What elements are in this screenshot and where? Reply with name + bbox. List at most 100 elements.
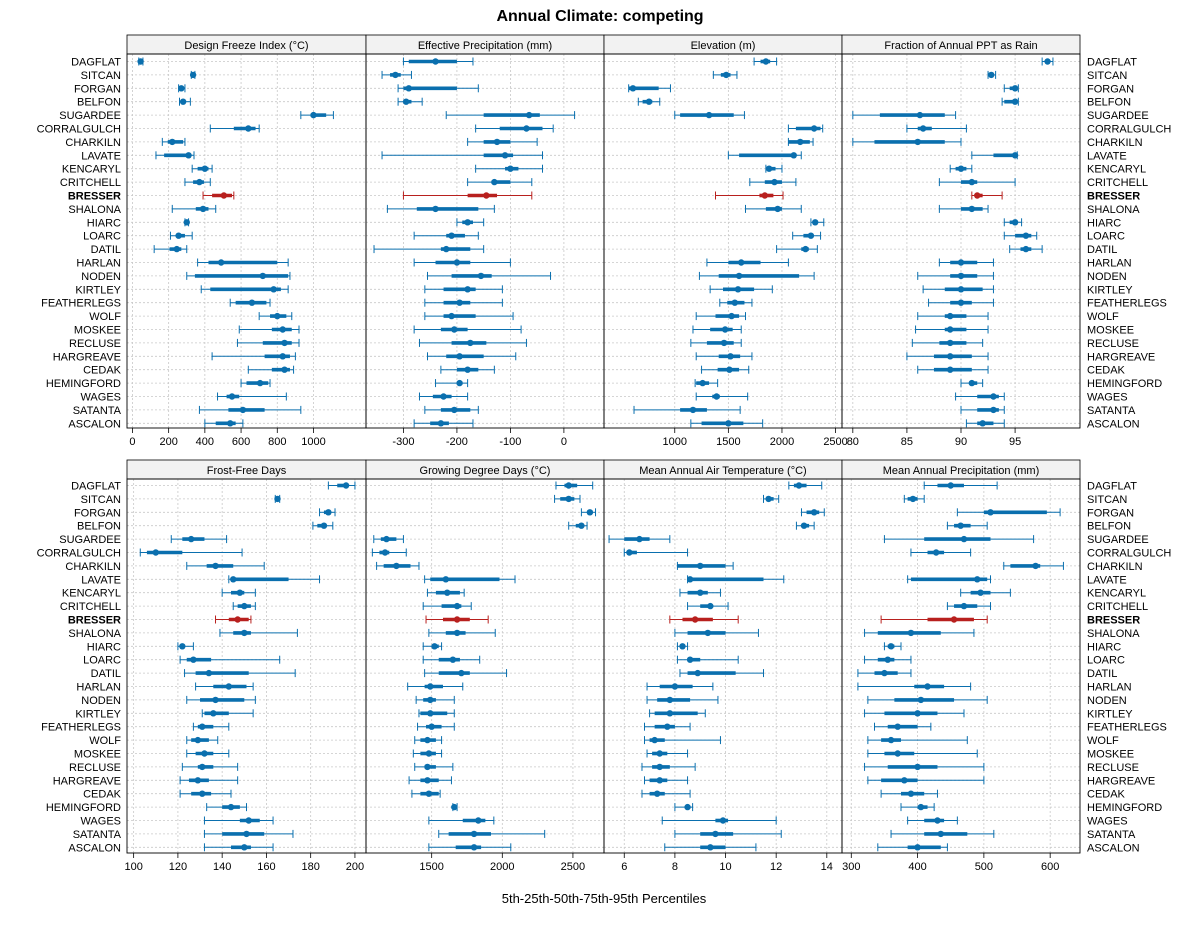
site-label-left: NODEN	[81, 271, 121, 283]
x-tick-label: 6	[621, 861, 627, 873]
median-point	[178, 85, 185, 92]
x-tick-label: 10	[719, 861, 731, 873]
median-point	[241, 844, 248, 851]
site-label-right: HIARC	[1087, 217, 1121, 229]
median-point	[210, 710, 217, 717]
median-point	[443, 245, 450, 253]
site-label-left: SITCAN	[81, 494, 121, 506]
median-point	[245, 817, 252, 824]
median-point	[919, 125, 927, 132]
median-point	[201, 750, 208, 757]
site-label-right: MOSKEE	[1087, 749, 1134, 761]
median-point	[501, 152, 509, 159]
site-label-left: CHARKILN	[65, 137, 121, 149]
x-tick-label: 1000	[301, 436, 325, 448]
site-label-right: SATANTA	[1087, 829, 1136, 841]
median-point	[697, 562, 704, 570]
site-label-left: ASCALON	[68, 842, 121, 854]
median-point	[189, 71, 197, 79]
median-point	[523, 125, 530, 132]
x-tick-label: 12	[770, 861, 782, 873]
median-point	[227, 803, 235, 811]
median-point	[988, 71, 995, 79]
panel-frame	[841, 478, 1081, 854]
site-label-left: BELFON	[77, 97, 121, 109]
site-label-left: BRESSER	[68, 615, 121, 627]
x-tick-label: 400	[908, 861, 926, 873]
panel-title: Growing Degree Days (°C)	[420, 465, 551, 477]
site-label-left: DATIL	[91, 244, 121, 256]
x-tick-label: 200	[159, 436, 177, 448]
site-label-left: SITCAN	[81, 70, 121, 82]
median-point	[762, 58, 770, 65]
median-point	[664, 723, 671, 730]
median-point	[424, 736, 431, 744]
median-point	[653, 790, 661, 797]
median-point	[196, 178, 203, 186]
median-point	[464, 366, 471, 373]
site-label-right: BRESSER	[1087, 191, 1140, 203]
panel-frame	[603, 53, 843, 429]
median-point	[194, 736, 202, 744]
median-point	[1032, 562, 1039, 570]
site-label-right: SHALONA	[1087, 628, 1140, 640]
median-point	[697, 589, 704, 596]
panel: Design Freeze Index (°C) 0 200 400 600 800 100…	[126, 34, 367, 448]
median-point	[225, 683, 232, 690]
x-tick-label: 500	[975, 861, 993, 873]
median-point	[424, 763, 431, 771]
site-label-right: HARLAN	[1087, 682, 1132, 694]
site-label-right: SITCAN	[1087, 70, 1127, 82]
median-point	[230, 576, 237, 583]
median-point	[636, 535, 643, 543]
site-label-right: BELFON	[1087, 97, 1131, 109]
median-point	[937, 830, 944, 838]
site-label-right: LAVATE	[1087, 150, 1127, 162]
site-label-right: MOSKEE	[1087, 325, 1134, 337]
median-point	[914, 710, 921, 717]
site-label-right: CORRALGULCH	[1087, 124, 1171, 136]
site-label-right: SATANTA	[1087, 405, 1136, 417]
median-point	[987, 509, 994, 516]
panel: Fraction of Annual PPT as Rain 80 85 90 95	[841, 34, 1081, 448]
site-label-left: SUGARDEE	[59, 110, 121, 122]
median-point	[656, 763, 663, 771]
median-point	[453, 259, 461, 266]
site-label-left: RECLUSE	[69, 762, 121, 774]
site-label-left: FEATHERLEGS	[41, 298, 121, 310]
site-label-right: CEDAK	[1087, 365, 1126, 377]
median-point	[451, 326, 458, 333]
median-point	[666, 696, 674, 704]
site-label-left: WOLF	[89, 735, 121, 747]
median-point	[475, 817, 482, 824]
median-point	[137, 58, 144, 65]
median-point	[493, 138, 501, 146]
panel-title: Frost-Free Days	[207, 465, 287, 477]
median-point	[425, 790, 433, 797]
site-label-right: BELFON	[1087, 521, 1131, 533]
median-point	[456, 379, 463, 387]
site-label-left: RECLUSE	[69, 338, 121, 350]
median-point	[477, 272, 485, 280]
site-label-left: CRITCHELL	[60, 601, 121, 613]
median-point	[666, 710, 674, 717]
median-point	[974, 576, 981, 583]
median-point	[342, 482, 350, 489]
median-point	[914, 138, 921, 146]
median-point	[807, 232, 815, 239]
median-point	[451, 803, 458, 811]
median-point	[671, 683, 679, 690]
median-point	[712, 830, 719, 838]
median-point	[968, 205, 976, 213]
median-point	[704, 629, 712, 637]
median-point	[686, 576, 694, 583]
median-point	[957, 299, 965, 306]
median-point	[449, 656, 457, 663]
site-label-right: RECLUSE	[1087, 762, 1139, 774]
median-point	[431, 643, 438, 650]
site-label-left: HARGREAVE	[53, 351, 121, 363]
site-label-left: HIARC	[87, 641, 121, 653]
site-label-right: SUGARDEE	[1087, 110, 1149, 122]
median-point	[451, 406, 458, 414]
